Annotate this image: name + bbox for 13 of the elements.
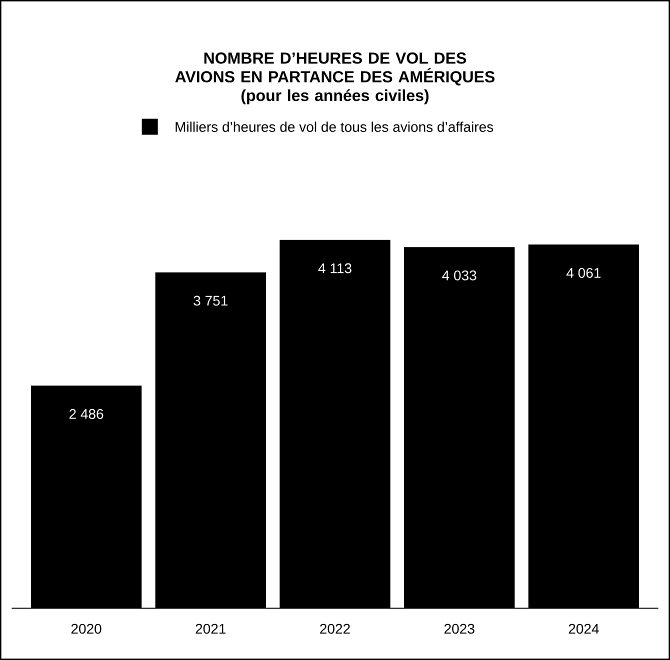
data-label: 4 061 (566, 268, 601, 278)
chart-subtitle: (pour les années civiles) (241, 89, 429, 104)
x-tick-label: 2021 (196, 624, 226, 634)
legend-label: Milliers d’heures de vol de tous les avions d’affaires (176, 122, 494, 132)
data-label: 4 113 (318, 263, 352, 274)
x-tick-label: 2023 (444, 624, 474, 634)
x-tick-label: 2020 (71, 624, 102, 634)
data-label: 2 486 (69, 409, 104, 419)
chart-title: NOMBRE D’HEURES DE VOL DES AVIONS EN PARTANCE DES AMÉRIQUES (175, 52, 495, 86)
data-label: 4 033 (442, 270, 476, 280)
data-label: 3 751 (194, 296, 228, 306)
x-tick-label: 2024 (568, 624, 599, 634)
x-tick-label: 2022 (320, 624, 350, 634)
